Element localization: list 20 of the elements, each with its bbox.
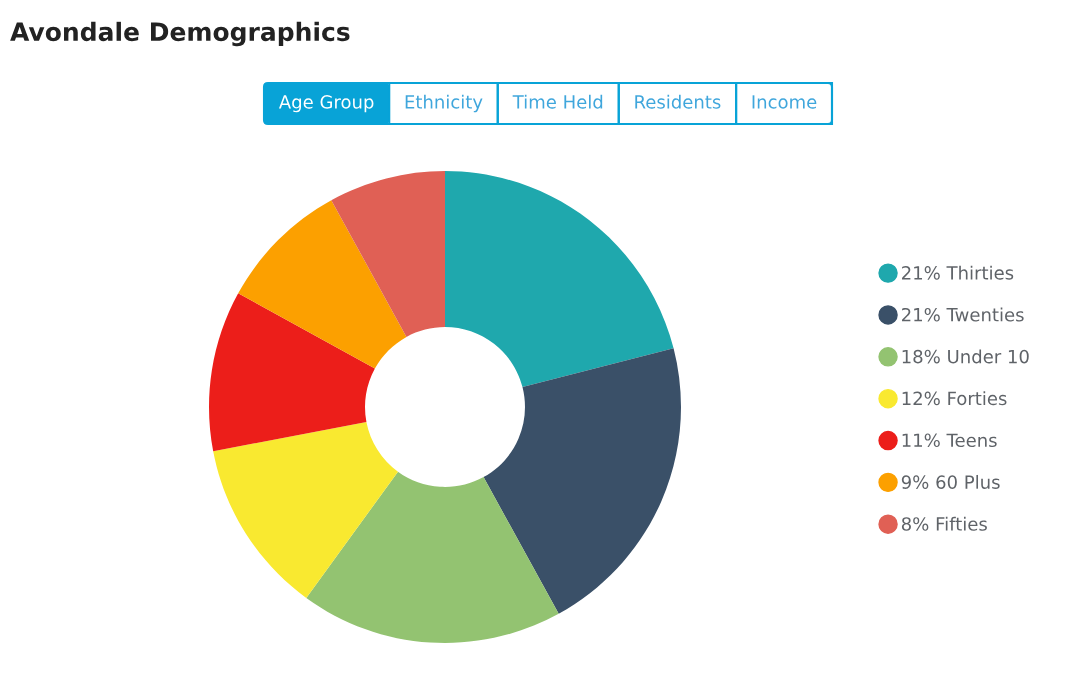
text: Income bbox=[752, 95, 817, 109]
legend-label: 12% Forties bbox=[902, 391, 1007, 406]
legend-label: 18% Under 10 bbox=[902, 349, 1029, 364]
donut-slice bbox=[209, 293, 375, 452]
donut-slice bbox=[331, 171, 445, 337]
chart-subtitle: Age Group bbox=[278, 95, 374, 113]
donut-slice bbox=[445, 171, 674, 388]
legend-label: 21% Twenties bbox=[902, 307, 1024, 322]
legend-label: 8% Fifties bbox=[901, 516, 987, 531]
text: Residents bbox=[635, 94, 721, 109]
text: Time Held bbox=[512, 94, 603, 109]
donut-slice bbox=[238, 200, 407, 369]
text: Ethnicity bbox=[405, 94, 483, 113]
legend-label: 21% Thirties bbox=[902, 265, 1014, 280]
chart-title: Avondale Demographics bbox=[10, 21, 350, 47]
donut-slice bbox=[213, 421, 398, 598]
donut-slice bbox=[306, 471, 559, 643]
legend-label: 9% 60 Plus bbox=[901, 474, 1000, 489]
legend-label: 11% Teens bbox=[902, 433, 997, 448]
donut-slice bbox=[483, 348, 681, 614]
